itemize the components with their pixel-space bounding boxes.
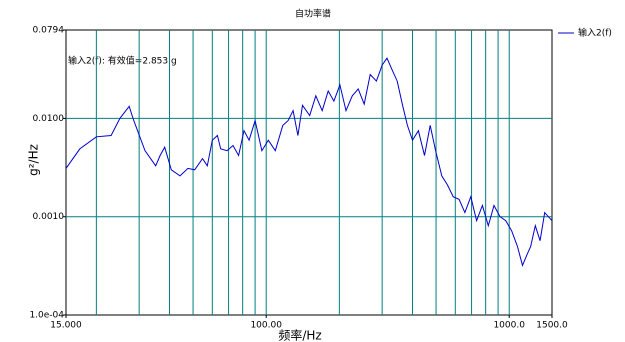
x-tick-label: 15.000 <box>50 321 82 331</box>
y-tick-label: 0.0010 <box>33 212 65 222</box>
y-tick-label: 0.0794 <box>33 26 65 36</box>
x-tick-label: 100.00 <box>250 321 282 331</box>
x-tick-label: 1500.0 <box>536 321 568 331</box>
data-line <box>65 57 553 267</box>
x-tick-label: 1000.0 <box>493 321 525 331</box>
plot-area <box>65 29 553 316</box>
y-tick-label: 1.0e-04 <box>29 311 64 321</box>
x-axis-label: 频率/Hz <box>278 328 321 342</box>
annotation: 输入2(f): 有效值=2.853 g <box>68 55 177 67</box>
chart-title: 自功率谱 <box>295 8 331 20</box>
y-tick-label: 0.0100 <box>33 114 65 124</box>
y-axis-label: g²/Hz <box>27 144 41 176</box>
legend-label: 输入2(f) <box>578 27 612 39</box>
